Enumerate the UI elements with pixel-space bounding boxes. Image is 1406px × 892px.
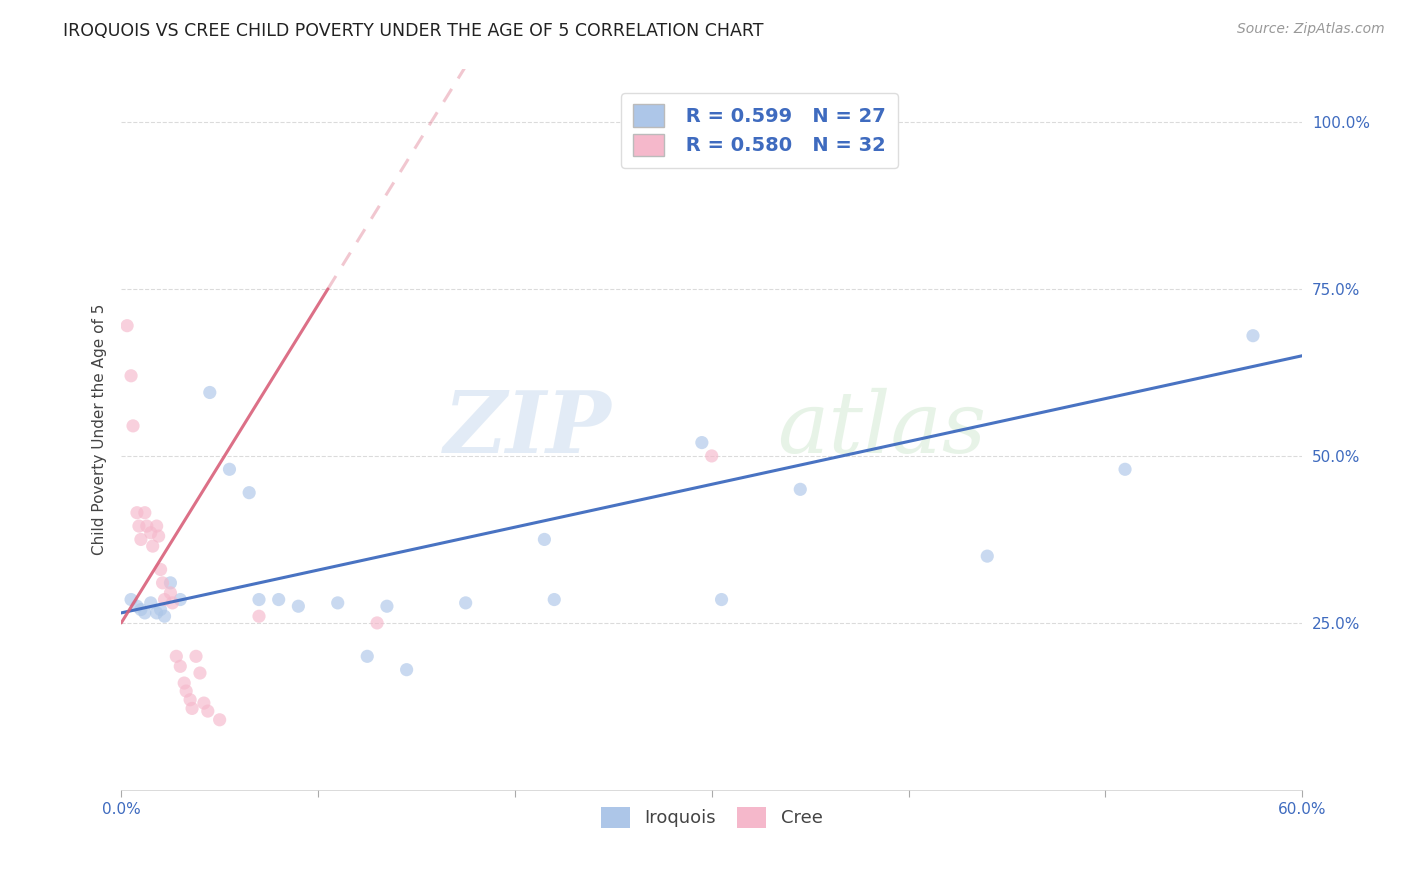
Point	[165, 649, 187, 664]
Point	[181, 701, 204, 715]
Point	[366, 615, 388, 630]
Point	[139, 596, 162, 610]
Point	[395, 663, 418, 677]
Point	[159, 575, 181, 590]
Point	[247, 609, 270, 624]
Point	[125, 506, 148, 520]
Point	[789, 483, 811, 497]
Point	[198, 385, 221, 400]
Point	[153, 609, 176, 624]
Point	[1241, 328, 1264, 343]
Point	[543, 592, 565, 607]
Point	[122, 418, 145, 433]
Point	[162, 596, 184, 610]
Point	[152, 575, 174, 590]
Point	[690, 435, 713, 450]
Point	[129, 533, 152, 547]
Point	[238, 485, 260, 500]
Point	[193, 696, 215, 710]
Point	[759, 142, 782, 156]
Point	[533, 533, 555, 547]
Point	[169, 659, 191, 673]
Point	[454, 596, 477, 610]
Text: Source: ZipAtlas.com: Source: ZipAtlas.com	[1237, 22, 1385, 37]
Point	[159, 586, 181, 600]
Point	[115, 318, 138, 333]
Point	[134, 606, 156, 620]
Point	[976, 549, 998, 563]
Point	[197, 704, 219, 718]
Point	[1114, 462, 1136, 476]
Point	[149, 562, 172, 576]
Point	[174, 684, 197, 698]
Point	[218, 462, 240, 476]
Point	[145, 519, 167, 533]
Point	[356, 649, 378, 664]
Point	[125, 599, 148, 614]
Point	[267, 592, 290, 607]
Point	[188, 666, 211, 681]
Point	[375, 599, 398, 614]
Point	[148, 529, 170, 543]
Point	[153, 592, 176, 607]
Point	[700, 449, 723, 463]
Point	[145, 606, 167, 620]
Point	[134, 506, 156, 520]
Y-axis label: Child Poverty Under the Age of 5: Child Poverty Under the Age of 5	[93, 303, 107, 555]
Legend: Iroquois, Cree: Iroquois, Cree	[593, 800, 830, 835]
Point	[135, 519, 157, 533]
Point	[120, 592, 142, 607]
Text: IROQUOIS VS CREE CHILD POVERTY UNDER THE AGE OF 5 CORRELATION CHART: IROQUOIS VS CREE CHILD POVERTY UNDER THE…	[63, 22, 763, 40]
Point	[120, 368, 142, 383]
Point	[173, 676, 195, 690]
Point	[149, 602, 172, 616]
Point	[179, 692, 201, 706]
Point	[169, 592, 191, 607]
Point	[139, 525, 162, 540]
Text: atlas: atlas	[776, 388, 986, 471]
Text: ZIP: ZIP	[443, 387, 612, 471]
Point	[128, 519, 150, 533]
Point	[208, 713, 231, 727]
Point	[710, 592, 733, 607]
Point	[287, 599, 309, 614]
Point	[326, 596, 349, 610]
Point	[129, 602, 152, 616]
Point	[142, 539, 165, 553]
Point	[247, 592, 270, 607]
Point	[184, 649, 207, 664]
